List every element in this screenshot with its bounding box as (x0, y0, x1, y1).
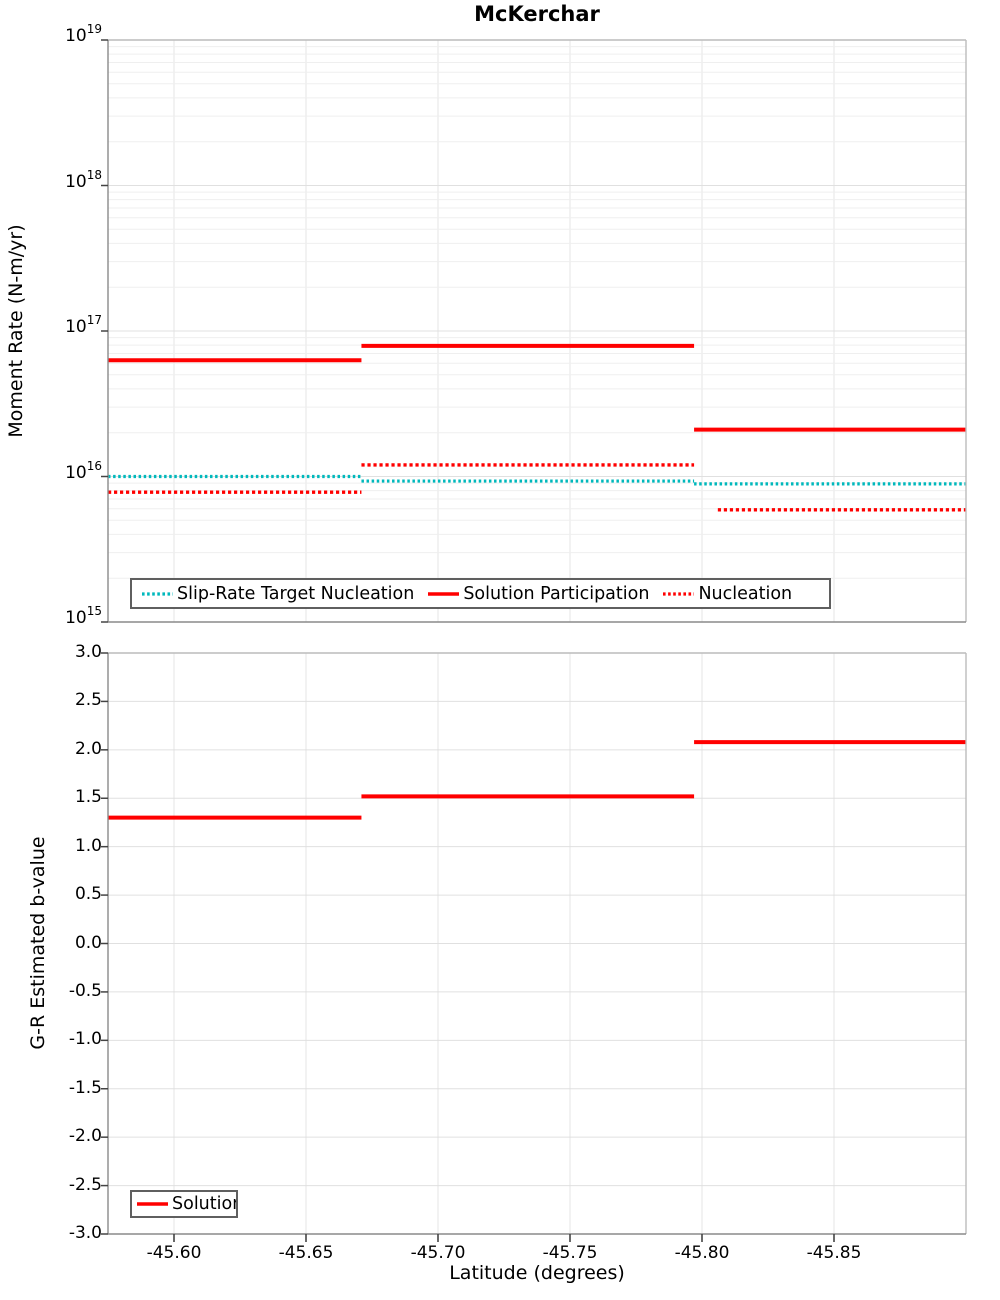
x-tick-label: -45.70 (410, 1243, 466, 1263)
x-axis-label-latitude: Latitude (degrees) (449, 1262, 625, 1284)
legend-sample-line (137, 1202, 168, 1206)
y-axis-label-moment-rate: Moment Rate (N-m/yr) (5, 224, 27, 438)
legend-b-value: Solution (130, 1190, 238, 1218)
y-tick-label: 2.0 (74, 738, 102, 759)
x-tick-label: -45.60 (146, 1243, 202, 1263)
legend-item-label: Slip-Rate Target Nucleation (177, 583, 415, 604)
legend-item-label: Solution Participation (463, 583, 650, 604)
y-tick-label: -2.5 (68, 1174, 102, 1195)
y-tick-label: -1.5 (68, 1077, 102, 1098)
legend-sample-line (142, 591, 173, 596)
legend-item-label: Solution (172, 1194, 238, 1214)
x-tick-label: -45.65 (278, 1243, 334, 1263)
legend-item: Solution (136, 1194, 238, 1214)
x-tick-label: -45.85 (806, 1243, 862, 1263)
legend-item-label: Nucleation (698, 583, 793, 604)
y-tick-label: -3.0 (68, 1223, 102, 1243)
y-tick-label: -1.0 (68, 1029, 102, 1050)
chart-title: McKerchar (474, 2, 600, 26)
y-tick-label: 1018 (65, 167, 102, 192)
y-tick-label: 1.5 (74, 787, 102, 808)
legend-sample-line (428, 591, 460, 596)
y-tick-label: 1017 (65, 313, 102, 337)
y-tick-label: 1016 (65, 458, 102, 483)
legend-moment-rate: Slip-Rate Target Nucleation Solution Part… (130, 578, 831, 609)
y-tick-label: 0.5 (74, 884, 102, 905)
y-tick-label: -0.5 (68, 980, 102, 1001)
y-tick-label: 3.0 (74, 642, 102, 662)
y-tick-label: 0.0 (74, 932, 102, 953)
legend-sample-line (663, 591, 695, 596)
legend-item: Solution Participation (427, 584, 649, 604)
x-tick-label: -45.75 (542, 1243, 598, 1263)
legend-item: Slip-Rate Target Nucleation (141, 584, 414, 604)
y-tick-label: 1.0 (74, 835, 102, 856)
legend-item: Nucleation (662, 584, 792, 604)
y-tick-label: 2.5 (74, 690, 102, 711)
y-tick-label: 1015 (65, 604, 102, 628)
x-tick-label: -45.80 (674, 1243, 730, 1263)
y-tick-label: 1019 (65, 22, 102, 46)
y-tick-label: -2.0 (68, 1126, 102, 1147)
